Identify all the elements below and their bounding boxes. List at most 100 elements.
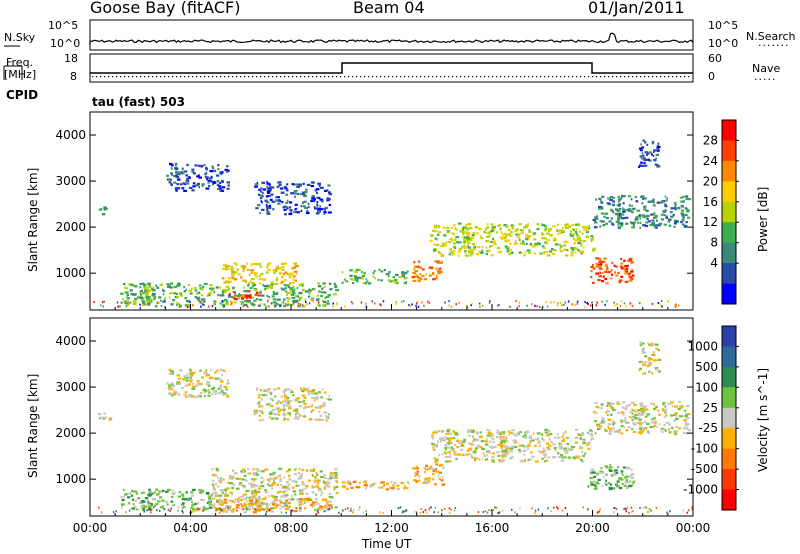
echo-cell	[456, 241, 460, 244]
echo-cell	[607, 425, 609, 429]
echo-cell	[653, 416, 656, 419]
echo-cell	[270, 494, 275, 498]
echo-cell	[194, 395, 198, 398]
echo-cell	[177, 495, 181, 498]
noise-cell	[308, 302, 311, 305]
nave-dot	[560, 76, 562, 78]
nave-dot	[676, 76, 678, 78]
nsearch-dots: .......	[758, 36, 790, 49]
echo-cell	[251, 478, 254, 481]
echo-cell	[528, 435, 533, 438]
echo-cell	[487, 249, 491, 252]
echo-cell	[590, 483, 595, 486]
echo-cell	[124, 286, 127, 289]
echo-cell	[454, 227, 457, 230]
echo-cell	[635, 216, 639, 219]
echo-cell	[489, 435, 492, 438]
echo-cell	[191, 494, 194, 497]
nave-dot	[108, 76, 110, 78]
echo-cell	[424, 480, 428, 483]
echo-cell	[173, 503, 176, 506]
noise-cell	[631, 305, 634, 307]
echo-cell	[529, 242, 532, 246]
nave-dot	[396, 76, 398, 78]
echo-cell	[195, 184, 199, 187]
echo-cell	[214, 494, 219, 497]
echo-cell	[595, 482, 600, 485]
echo-cell	[576, 237, 579, 240]
echo-cell	[570, 246, 574, 250]
echo-cell	[190, 491, 194, 494]
echo-cell	[529, 235, 532, 238]
echo-cell	[608, 465, 611, 468]
echo-cell	[502, 460, 505, 463]
echo-cell	[595, 405, 599, 409]
noise-cell	[245, 506, 248, 509]
echo-cell	[316, 299, 319, 302]
noise-cell	[416, 300, 419, 303]
echo-cell	[194, 164, 198, 167]
echo-cell	[221, 290, 225, 293]
echo-cell	[320, 418, 325, 421]
echo-cell	[531, 439, 535, 442]
echo-cell	[175, 186, 178, 190]
echo-cell	[486, 428, 489, 431]
echo-cell	[392, 484, 395, 487]
noise-cell	[495, 506, 498, 509]
echo-cell	[618, 279, 623, 282]
echo-cell	[650, 342, 653, 345]
echo-cell	[569, 448, 573, 451]
echo-cell	[180, 171, 183, 174]
echo-cell	[302, 407, 307, 410]
echo-cell	[221, 304, 225, 307]
echo-cell	[208, 503, 213, 506]
echo-cell	[180, 292, 182, 295]
echo-cell	[292, 278, 295, 281]
echo-cell	[289, 273, 293, 276]
noise-cell	[401, 300, 403, 303]
noise-cell	[143, 508, 145, 511]
noise-cell	[509, 305, 511, 308]
echo-cell	[648, 159, 652, 162]
echo-cell	[364, 480, 367, 483]
echo-cell	[577, 433, 580, 436]
echo-cell	[505, 240, 509, 243]
echo-cell	[441, 430, 444, 433]
echo-cell	[434, 483, 437, 486]
noise-cell	[280, 511, 283, 514]
noise-cell	[286, 304, 289, 307]
noise-cell	[466, 304, 468, 307]
echo-cell	[659, 201, 664, 204]
echo-cell	[437, 457, 440, 460]
echo-cell	[224, 303, 229, 306]
echo-cell	[100, 208, 103, 211]
nave-dot	[188, 76, 190, 78]
nave-dot	[628, 76, 630, 78]
echo-cell	[259, 290, 262, 293]
echo-cell	[304, 290, 309, 293]
echo-cell	[258, 298, 263, 301]
echo-cell	[500, 231, 503, 234]
echo-cell	[534, 252, 536, 255]
echo-cell	[405, 272, 408, 275]
echo-cell	[260, 398, 263, 401]
noise-cell	[347, 507, 349, 510]
echo-cell	[639, 217, 642, 220]
echo-cell	[242, 267, 245, 270]
echo-cell	[438, 454, 440, 457]
echo-cell	[313, 481, 317, 484]
colorbar-segment	[722, 242, 736, 264]
echo-cell	[223, 264, 227, 267]
echo-cell	[667, 220, 671, 223]
echo-cell	[424, 468, 427, 471]
echo-cell	[454, 432, 458, 435]
echo-cell	[431, 229, 435, 232]
echo-cell	[300, 387, 303, 390]
freq-tick-top: 18	[64, 52, 78, 65]
echo-cell	[504, 239, 506, 242]
echo-cell	[639, 432, 643, 435]
echo-cell	[560, 232, 563, 235]
echo-cell	[225, 285, 229, 288]
echo-cell	[182, 502, 185, 505]
echo-cell	[425, 273, 427, 276]
